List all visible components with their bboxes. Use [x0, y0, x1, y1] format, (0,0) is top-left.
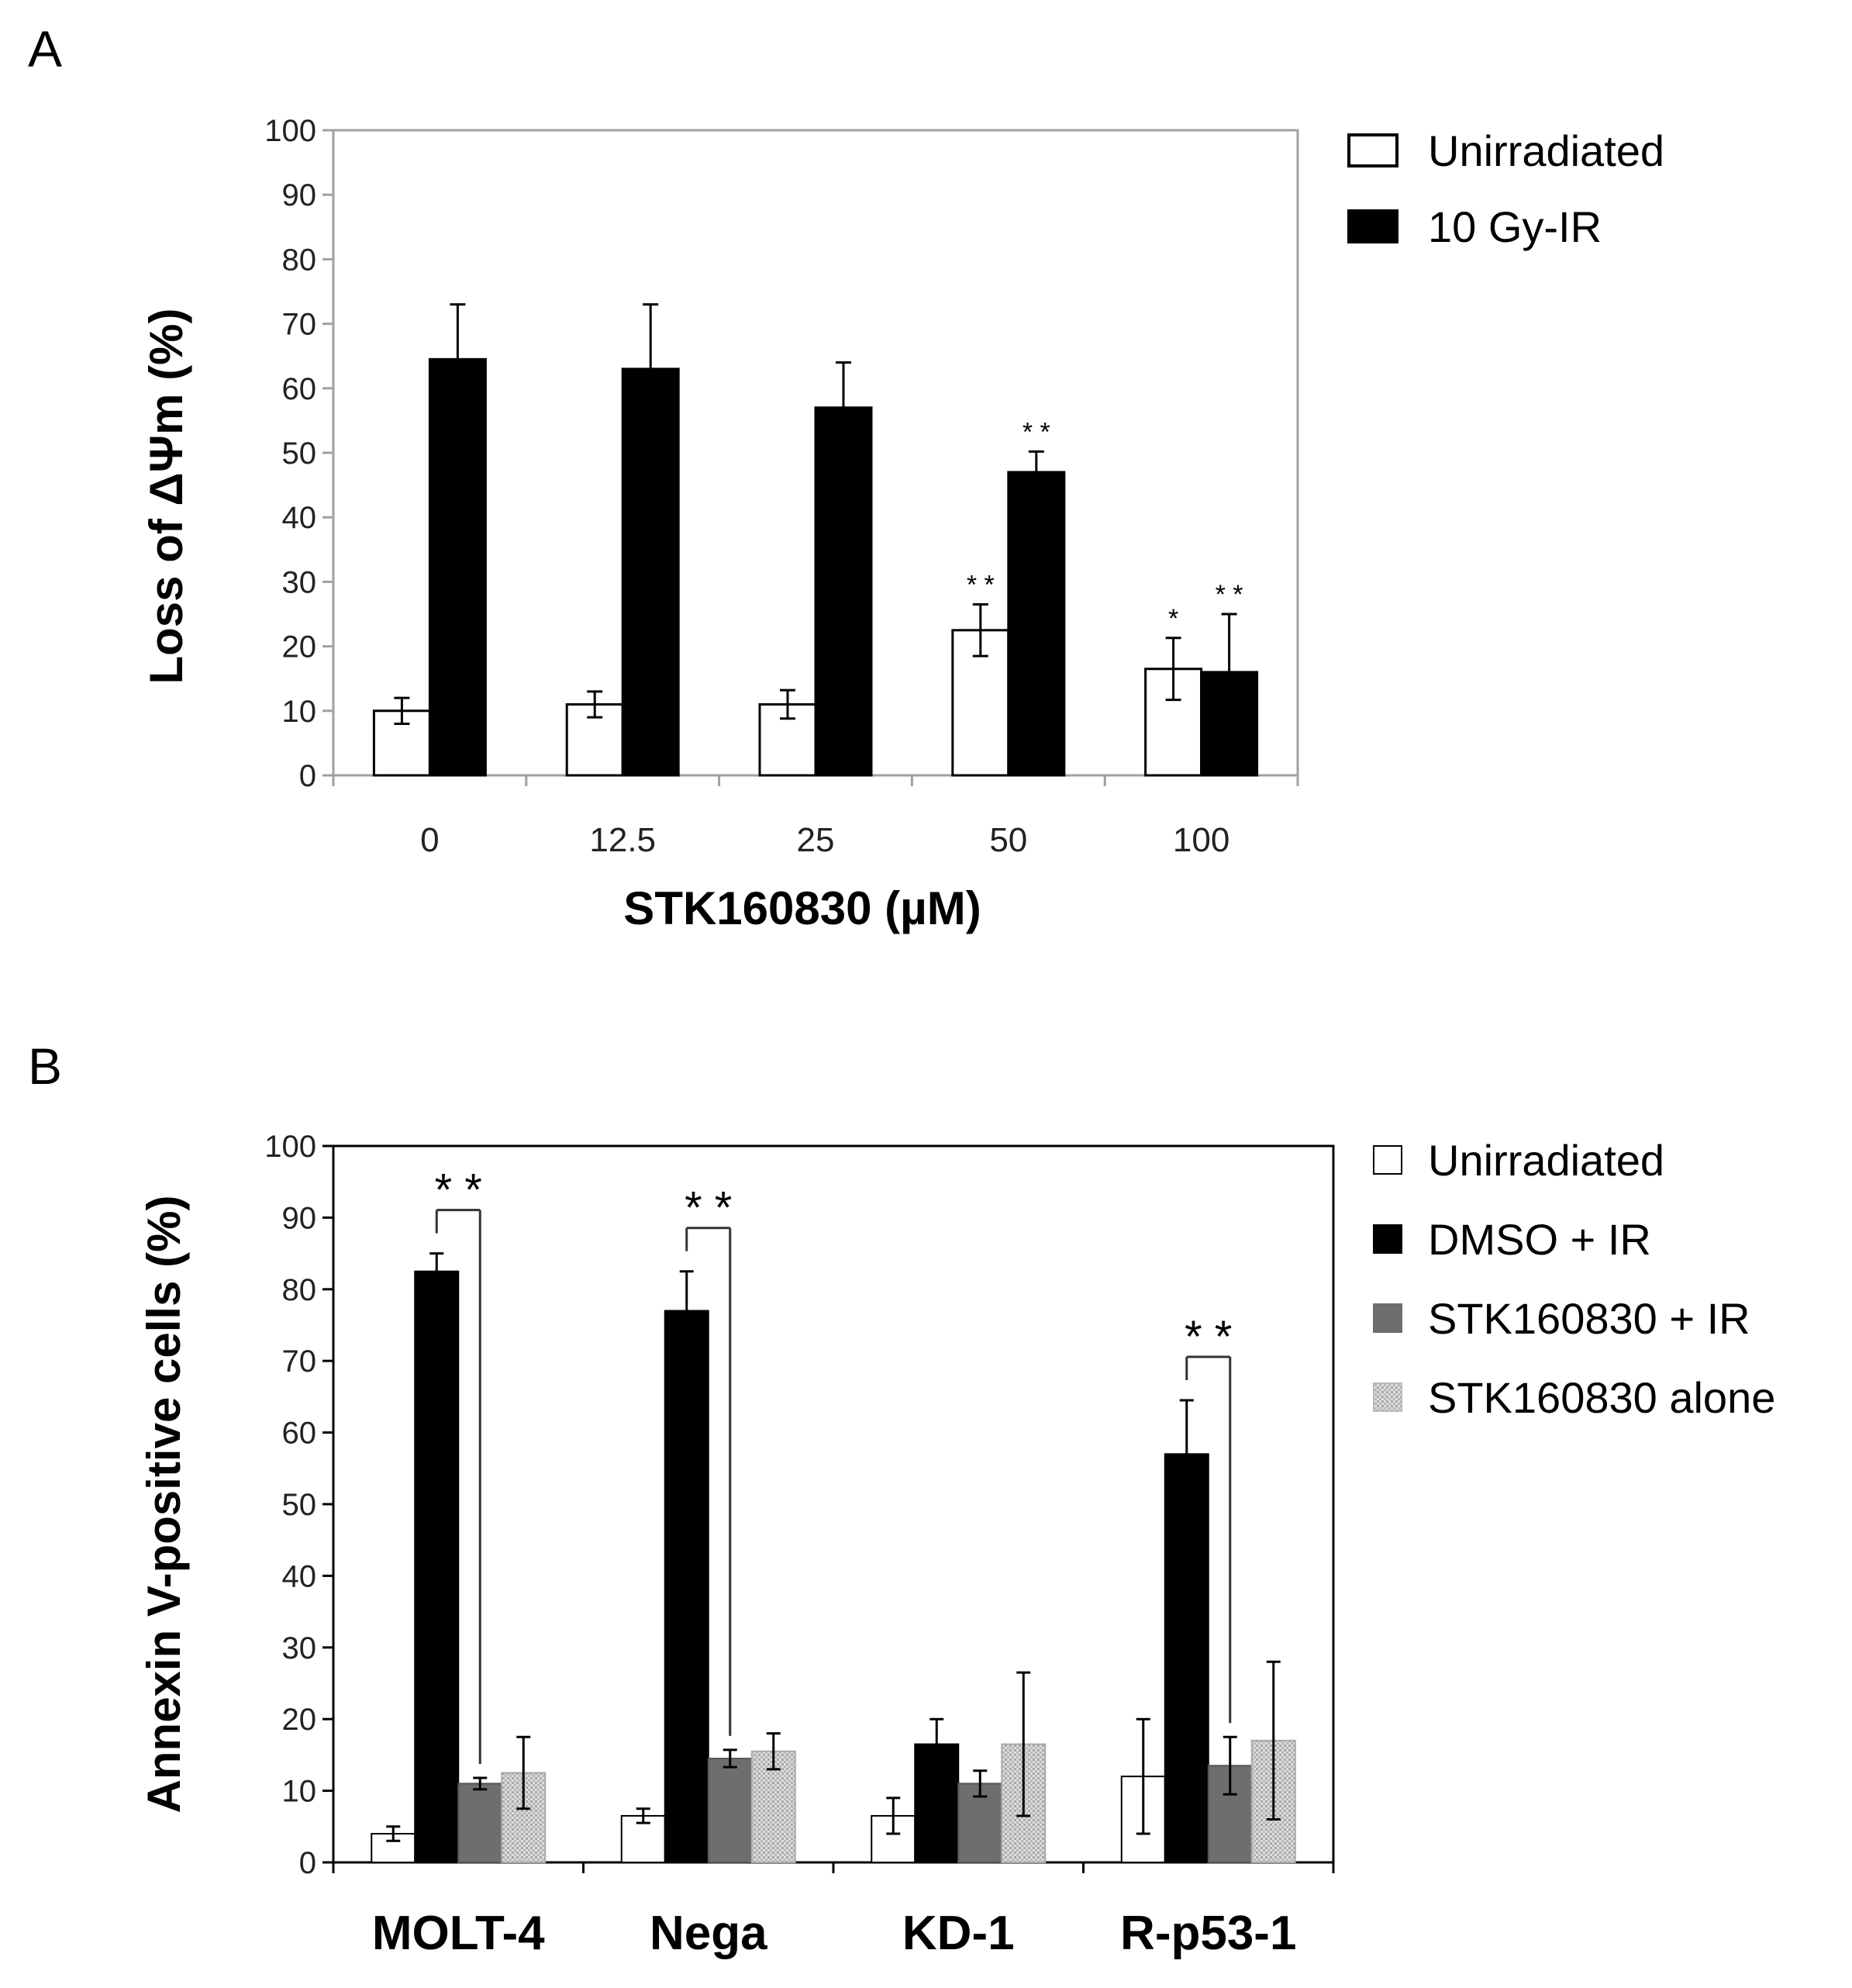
a-ytick-label: 30: [282, 565, 317, 599]
panel-b-bars: * * * * * *: [371, 1165, 1296, 1864]
b-ytick-label: 60: [282, 1417, 317, 1451]
a-ytick-label: 60: [282, 372, 317, 406]
panel-a-legend: Unirradiated 10 Gy-IR: [1347, 126, 1664, 251]
legend-label-10gy-ir: 10 Gy-IR: [1428, 202, 1602, 251]
b-ytick-label: 0: [299, 1846, 316, 1880]
b-ytick-label: 30: [282, 1631, 317, 1665]
b-significance-bracket: * *: [435, 1165, 482, 1764]
b-ytick-label: 20: [282, 1703, 317, 1737]
a-ytick-label: 80: [282, 243, 317, 277]
b-ytick-label: 80: [282, 1273, 317, 1307]
b-bar-stk160830-ir-nega: [707, 1758, 753, 1864]
a-ytick-label: 70: [282, 308, 317, 342]
b-ytick-label: 10: [282, 1775, 317, 1809]
b-bar-dmso-ir-molt-4: [414, 1270, 460, 1863]
a-significance-marker: * *: [1023, 417, 1050, 447]
legend-swatch-unirradiated: [1373, 1145, 1402, 1175]
legend-swatch-unirradiated: [1347, 133, 1398, 167]
b-significance-marker: * *: [685, 1183, 732, 1234]
panel-b-letter: B: [28, 1037, 62, 1095]
a-bar-10-gy-ir-12-5: [621, 368, 680, 777]
legend-swatch-10gy-ir: [1347, 209, 1398, 243]
panel-a-ylabel: Loss of ΔΨm (%): [140, 308, 192, 684]
a-ytick-label: 20: [282, 630, 317, 664]
b-category-label: KD-1: [902, 1907, 1015, 1960]
b-category-label: R-p53-1: [1120, 1907, 1296, 1960]
panel-a-xlabel: STK160830 (µM): [623, 882, 981, 934]
legend-label-unirradiated: Unirradiated: [1428, 126, 1664, 175]
legend-swatch-dmso-ir: [1373, 1224, 1402, 1254]
a-category-label: 0: [420, 821, 439, 859]
b-significance-marker: * *: [1185, 1312, 1232, 1362]
b-category-label: Nega: [650, 1907, 767, 1960]
a-ytick-label: 40: [282, 501, 317, 535]
a-ytick-label: 90: [282, 178, 317, 212]
a-bar-10-gy-ir-25: [814, 406, 873, 777]
legend-label-stk-ir: STK160830 + IR: [1428, 1294, 1750, 1343]
b-ytick-label: 40: [282, 1559, 317, 1593]
a-category-label: 12.5: [589, 821, 656, 859]
b-significance-marker: * *: [435, 1165, 482, 1216]
a-bar-10-gy-ir-50: [1007, 471, 1066, 777]
a-significance-marker: *: [1168, 604, 1178, 633]
a-ytick-label: 100: [264, 114, 316, 148]
b-category-label: MOLT-4: [372, 1907, 545, 1960]
b-ytick-label: 70: [282, 1344, 317, 1379]
legend-label-stk-alone: STK160830 alone: [1428, 1373, 1775, 1422]
panel-b-legend: Unirradiated DMSO + IR STK160830 + IR ST…: [1373, 1136, 1775, 1422]
panel-b-ylabel: Annexin V-positive cells (%): [138, 1196, 190, 1814]
a-category-label: 25: [797, 821, 835, 859]
a-significance-marker: * *: [967, 571, 995, 600]
a-ytick-label: 10: [282, 695, 317, 729]
b-ytick-label: 90: [282, 1201, 317, 1235]
a-category-label: 100: [1173, 821, 1229, 859]
panel-b-chart: 0 10 20 30 40 50 60 70 80 90 100 MOLT-4 Nega KD-1 R-p5…: [138, 1130, 1775, 1960]
b-ytick-label: 50: [282, 1488, 317, 1522]
b-bar-stk160830-ir-molt-4: [457, 1783, 503, 1864]
a-category-label: 50: [989, 821, 1027, 859]
legend-swatch-stk-alone: [1373, 1382, 1402, 1412]
a-ytick-label: 0: [299, 759, 316, 793]
panel-b-axis: 0 10 20 30 40 50 60 70 80 90 100 MOLT-4 Nega KD-1 R-p5…: [264, 1130, 1335, 1960]
b-significance-bracket: * *: [685, 1183, 732, 1736]
b-significance-bracket: * *: [1185, 1312, 1232, 1724]
a-significance-marker: * *: [1216, 580, 1243, 609]
panel-a-axis: 0 10 20 30 40 50 60 70 80 90 100 0 12.5 25 50 100: [264, 114, 1299, 859]
panel-a-letter: A: [28, 20, 62, 78]
legend-label-unirradiated: Unirradiated: [1428, 1136, 1664, 1185]
a-bar-10-gy-ir-0: [428, 357, 487, 777]
panel-a-bars: * * * * * * *: [372, 303, 1259, 777]
legend-label-dmso-ir: DMSO + IR: [1428, 1215, 1651, 1264]
a-ytick-label: 50: [282, 437, 317, 471]
b-bar-dmso-ir-r-p53-1: [1164, 1453, 1209, 1863]
b-bar-dmso-ir-nega: [664, 1310, 709, 1863]
b-ytick-label: 100: [264, 1130, 316, 1164]
legend-swatch-stk-ir: [1373, 1303, 1402, 1333]
